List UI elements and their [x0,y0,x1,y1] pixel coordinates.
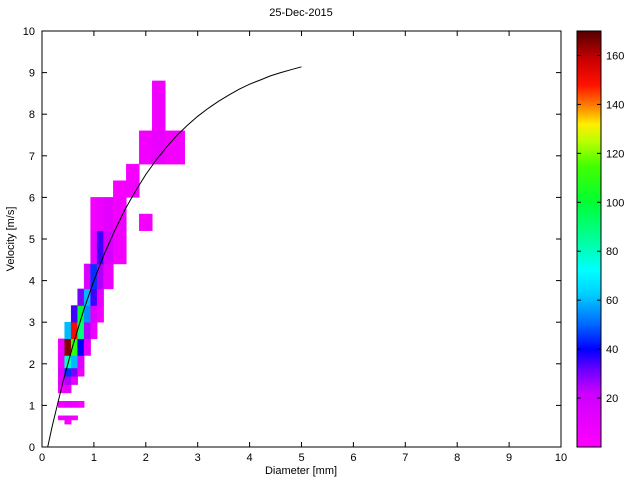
x-axis-label: Diameter [mm] [265,465,337,477]
x-tick-label: 8 [454,452,460,464]
heatmap-cell [77,321,85,340]
heatmap-cell [165,130,185,165]
x-tick-label: 9 [506,452,512,464]
axes-layer: 0 1 2 3 4 5 6 7 8 9 10 0 1 2 3 4 5 6 7 8 9 10 [23,26,567,464]
heatmap-cell [96,263,104,290]
colorbar-tick-label: 60 [606,295,618,307]
heatmap-cell [152,80,166,132]
curve-layer [47,66,302,448]
heatmap-cell [90,230,98,265]
heatmap-cell [64,415,72,421]
heatmap-cell [152,130,166,165]
heatmap-cell [70,355,78,369]
y-tick-label: 2 [29,359,35,371]
y-tick-label: 0 [29,442,35,454]
heatmap-cell [64,400,72,408]
chart-title: 25-Dec-2015 [269,7,333,19]
x-tick-label: 10 [555,452,567,464]
heatmap-cell [113,197,127,231]
colorbar-gradient [576,30,602,448]
heatmap-cell [70,367,78,377]
heatmap-cell [96,197,104,231]
x-tick-label: 5 [298,452,304,464]
heatmap-cell [64,338,72,356]
heatmap-cell [96,305,104,323]
terminal-velocity-curve [47,66,302,448]
heatmap-cell [77,288,85,306]
heatmap-cell [70,376,78,385]
heatmap-cell [77,338,85,356]
heatmap-cell [64,419,72,425]
colorbar-tick-label: 40 [606,344,618,356]
heatmap-cell [77,400,85,408]
y-tick-label: 7 [29,151,35,163]
heatmap-cell [57,400,65,408]
colorbar-tick-label: 140 [606,99,624,111]
heatmap-cell [70,415,78,421]
heatmap-cell [83,305,91,323]
heatmap-cell [64,376,72,385]
heatmap-cell [70,321,78,340]
heatmap-cell [64,321,72,340]
heatmap-cell [83,321,91,340]
heatmap-cell [57,367,65,377]
x-tick-label: 1 [91,452,97,464]
y-tick-label: 3 [29,317,35,329]
heatmap-cell [90,263,98,290]
heatmap-cell [113,230,127,265]
heatmap-cell [83,263,91,290]
heatmap-cell [70,400,78,408]
y-tick-label: 1 [29,400,35,412]
y-tick-label: 10 [23,26,35,38]
heatmap-cell [77,355,85,369]
heatmap-cells-layer [57,80,185,425]
x-tick-label: 0 [39,452,45,464]
heatmap-cell [57,415,65,421]
y-tick-label: 9 [29,68,35,80]
heatmap-cell [139,213,153,231]
x-tick-label: 4 [247,452,253,464]
heatmap-cell [57,355,65,369]
x-tick-label: 2 [143,452,149,464]
colorbar: 20 40 60 80 100 120 140 160 [576,30,624,448]
y-tick-label: 4 [29,276,35,288]
heatmap-cell [90,305,98,323]
heatmap-cell [103,230,114,265]
colorbar-tick-label: 160 [606,50,624,62]
heatmap-cell [70,305,78,323]
x-tick-label: 3 [195,452,201,464]
colorbar-tick-label: 80 [606,246,618,258]
y-tick-label: 5 [29,234,35,246]
heatmap-cell [77,367,85,377]
colorbar-tick-label: 120 [606,148,624,160]
heatmap-cell [83,338,91,356]
heatmap-cell [96,288,104,306]
heatmap-cell [113,180,127,198]
y-tick-label: 6 [29,192,35,204]
heatmap-cell [103,197,114,231]
heatmap-cell [64,384,72,394]
heatmap-cell [126,163,140,198]
heatmap-cell [139,130,153,165]
heatmap-cell [103,263,114,290]
heatmap-cell [90,197,98,231]
y-tick-label: 8 [29,109,35,121]
heatmap-cell [57,338,65,356]
heatmap-cell [90,321,98,340]
colorbar-tick-label: 100 [606,197,624,209]
x-tick-label: 7 [402,452,408,464]
heatmap-cell [64,355,72,369]
colorbar-tick-label: 20 [606,393,618,405]
heatmap-cell [90,288,98,306]
x-tick-label: 6 [350,452,356,464]
y-axis-label: Velocity [m/s] [5,207,17,272]
